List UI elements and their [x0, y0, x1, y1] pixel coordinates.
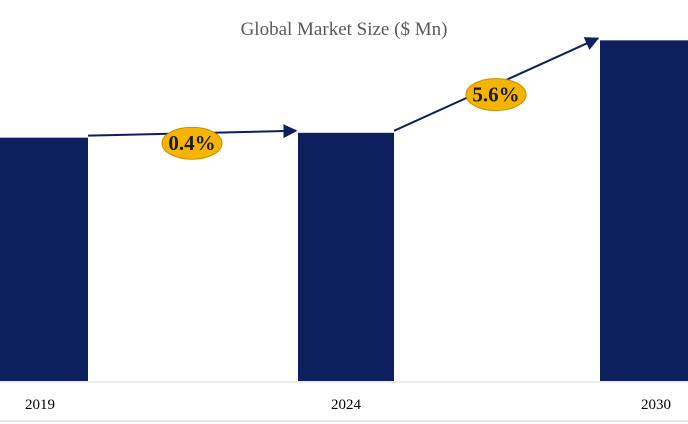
x-tick-label-2030: 2030 [641, 397, 671, 413]
growth-badge-2 [465, 78, 527, 112]
x-tick-labels: 2019 2024 2030 [25, 397, 671, 413]
bar-group [0, 40, 688, 381]
chart-title: Global Market Size ($ Mn) [241, 19, 448, 40]
growth-label-1: 0.4% [168, 131, 215, 155]
growth-label-2: 5.6% [472, 83, 519, 107]
bar-2030 [600, 40, 688, 381]
bar-2019 [0, 137, 88, 381]
growth-badge-1 [161, 126, 223, 160]
bar-2024 [298, 132, 394, 381]
x-tick-label-2024: 2024 [331, 397, 362, 413]
growth-annotations: 0.4% 5.6% [87, 37, 600, 160]
x-tick-label-2019: 2019 [25, 397, 55, 413]
